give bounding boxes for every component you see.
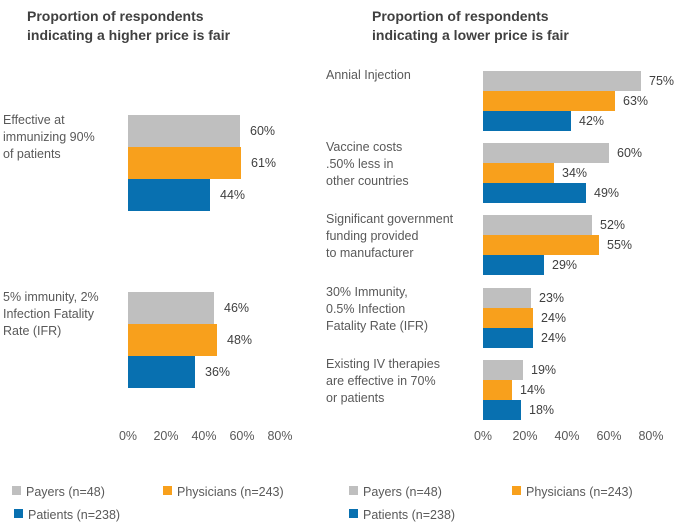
bar-payers [483,288,531,308]
value-label: 75% [649,73,675,88]
axis-tick-label: 0% [473,429,493,443]
legend-item: Payers (n=48) [12,483,105,499]
value-label: 60% [250,123,276,138]
value-label: 24% [541,310,567,325]
legend-item: Physicians (n=243) [512,483,633,499]
bar-physicians [483,235,599,255]
legend-swatch-icon [349,509,358,519]
category-label: 30% Immunity, 0.5% Infection Fatality Ra… [326,285,429,333]
legend-swatch-icon [349,486,358,496]
legend-item: Patients (n=238) [349,506,455,522]
value-label: 63% [623,93,649,108]
value-label: 55% [607,237,633,252]
bar-physicians [483,163,554,183]
value-label: 18% [529,402,555,417]
axis-tick-label: 60% [596,429,622,443]
axis-tick-label: 40% [191,429,217,443]
axis-tick-label: 80% [267,429,293,443]
category-label: Significant government funding provided … [326,212,454,260]
axis-tick-label: 60% [229,429,255,443]
bar-payers [483,215,592,235]
legend-item: Physicians (n=243) [163,483,284,499]
legend-label: Patients (n=238) [28,507,121,522]
chart-title-lower-price: Proportion of respondents indicating a l… [372,8,569,43]
bar-patients [128,179,210,211]
bar-payers [483,360,523,380]
legend-label: Patients (n=238) [363,507,456,522]
axis-tick-label: 80% [638,429,664,443]
bar-patients [483,183,586,203]
legend-label: Physicians (n=243) [177,484,284,499]
value-label: 52% [600,217,626,232]
bar-patients [128,356,195,388]
category-label: Vaccine costs .50% less in other countri… [326,140,409,188]
value-label: 60% [617,145,643,160]
bar-patients [483,255,544,275]
axis-tick-label: 20% [153,429,179,443]
value-label: 48% [227,332,253,347]
legend-swatch-icon [14,509,23,519]
bar-patients [483,400,521,420]
value-label: 46% [224,300,250,315]
value-label: 49% [594,185,620,200]
value-label: 24% [541,330,567,345]
axis-tick-label: 0% [118,429,138,443]
bar-payers [128,115,240,147]
axis-tick-label: 40% [554,429,580,443]
category-label: 5% immunity, 2% Infection Fatality Rate … [3,290,99,338]
legend-label: Payers (n=48) [363,484,442,499]
category-label: Existing IV therapies are effective in 7… [326,357,440,405]
value-label: 14% [520,382,546,397]
value-label: 44% [220,187,246,202]
legend-swatch-icon [12,486,21,496]
value-label: 19% [531,362,557,377]
category-label: Annial Injection [326,68,411,82]
bar-patients [483,328,533,348]
value-label: 29% [552,257,578,272]
value-label: 61% [251,155,277,170]
value-label: 23% [539,290,565,305]
bar-physicians [483,308,533,328]
legend-item: Payers (n=48) [349,483,442,499]
bar-payers [483,143,609,163]
legend-swatch-icon [163,486,172,496]
bar-physicians [483,380,512,400]
bar-payers [128,292,214,324]
chart-title-higher-price: Proportion of respondents indicating a h… [27,8,231,43]
legend-label: Payers (n=48) [26,484,105,499]
bar-physicians [128,324,217,356]
legend-item: Patients (n=238) [14,506,120,522]
legend-swatch-icon [512,486,521,496]
bar-patients [483,111,571,131]
value-label: 42% [579,113,605,128]
category-label: Effective at immunizing 90% of patients [3,113,95,161]
value-label: 36% [205,364,231,379]
legend-label: Physicians (n=243) [526,484,633,499]
bar-payers [483,71,641,91]
axis-tick-label: 20% [512,429,538,443]
value-label: 34% [562,165,588,180]
bar-physicians [483,91,615,111]
bar-physicians [128,147,241,179]
